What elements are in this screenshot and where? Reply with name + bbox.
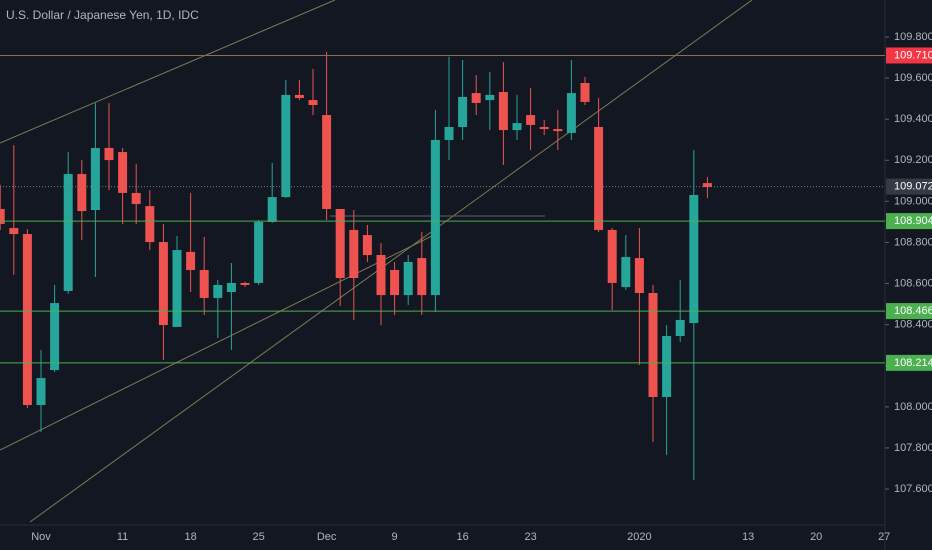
x-tick-label: Dec (317, 531, 337, 543)
candle-body (498, 92, 508, 131)
candle-body (0, 208, 5, 224)
candle-body (621, 257, 631, 288)
y-tick-label: 108.000 (894, 401, 932, 413)
candle-body (430, 139, 440, 296)
x-tick-label: 23 (524, 531, 536, 543)
price-level-label: 108.466 (894, 305, 932, 317)
price-level-label: 109.072 (894, 180, 932, 192)
candle-body (254, 221, 264, 283)
candle-body (444, 126, 454, 140)
y-tick-label: 108.400 (894, 319, 932, 331)
y-tick-label: 107.600 (894, 483, 932, 495)
x-tick-label: 11 (117, 531, 128, 543)
candle-body (526, 115, 536, 125)
price-level-tag (886, 303, 932, 320)
candle-body (36, 378, 46, 405)
drawings (0, 0, 753, 523)
candle-body (131, 192, 141, 205)
candle-body (186, 251, 196, 270)
x-tick-label: 27 (878, 531, 890, 543)
candle-body (281, 94, 291, 198)
candle-body (403, 261, 413, 296)
x-tick-label: 2020 (627, 531, 651, 543)
candle-body (104, 147, 114, 161)
candle-body (662, 335, 672, 397)
trend-line (0, 231, 441, 451)
price-level-label: 108.904 (894, 215, 932, 227)
price-level-tag (886, 47, 932, 64)
candle-body (349, 229, 359, 279)
candle-body (362, 235, 372, 255)
y-tick-label: 109.200 (894, 154, 932, 166)
price-level-tag (886, 354, 932, 371)
candle-body (675, 319, 685, 336)
candle-body (702, 183, 712, 187)
chart-title: U.S. Dollar / Japanese Yen, 1D, IDC (6, 8, 199, 22)
candle-body (294, 94, 304, 99)
candle-body (417, 258, 427, 296)
candle-body (90, 147, 100, 210)
candle-body (308, 100, 318, 105)
candle-body (335, 208, 345, 279)
candle-body (9, 228, 19, 235)
x-tick-label: 9 (392, 531, 398, 543)
candle-body (226, 282, 236, 292)
candle-body (50, 303, 60, 371)
candle-body (471, 93, 481, 103)
candle-body (580, 83, 590, 102)
price-level-label: 108.214 (894, 357, 932, 369)
candle-body (376, 255, 386, 296)
x-tick-label: Nov (31, 531, 51, 543)
candle-body (22, 234, 32, 405)
y-tick-label: 108.600 (894, 277, 932, 289)
price-level-tag (886, 213, 932, 230)
candle-body (213, 285, 223, 298)
candle-body (648, 293, 658, 397)
candle-body (172, 250, 182, 327)
candles (0, 51, 712, 480)
candle-body (322, 115, 332, 209)
x-tick-label: 13 (742, 531, 754, 543)
candle-body (634, 258, 644, 294)
y-tick-label: 108.800 (894, 236, 932, 248)
price-level-label: 109.710 (894, 49, 932, 61)
x-tick-label: 20 (810, 531, 822, 543)
candle-body (512, 123, 522, 131)
candle-body (390, 270, 400, 296)
x-tick-label: 25 (252, 531, 264, 543)
y-tick-label: 109.000 (894, 195, 932, 207)
trend-line (0, 0, 336, 144)
candle-body (689, 195, 699, 324)
candle-body (553, 129, 563, 132)
price-level-tag (886, 178, 932, 195)
candle-body (199, 270, 209, 298)
y-tick-label: 107.800 (894, 442, 932, 454)
x-tick-label: 18 (184, 531, 196, 543)
candle-body (594, 126, 604, 230)
candle-body (240, 282, 250, 285)
candle-body (158, 242, 168, 326)
candle-body (118, 152, 128, 193)
candle-body (267, 197, 277, 222)
candle-body (566, 93, 576, 133)
candle-body (77, 174, 87, 212)
candle-body (539, 126, 549, 130)
candle-body (145, 206, 155, 243)
candle-body (607, 229, 617, 283)
candle-body (63, 174, 73, 291)
y-tick-label: 109.400 (894, 113, 932, 125)
candle-body (458, 96, 468, 127)
x-tick-label: 16 (456, 531, 468, 543)
candle-body (485, 94, 495, 101)
y-tick-label: 109.600 (894, 72, 932, 84)
y-tick-label: 109.800 (894, 31, 932, 43)
trend-line (29, 0, 753, 523)
